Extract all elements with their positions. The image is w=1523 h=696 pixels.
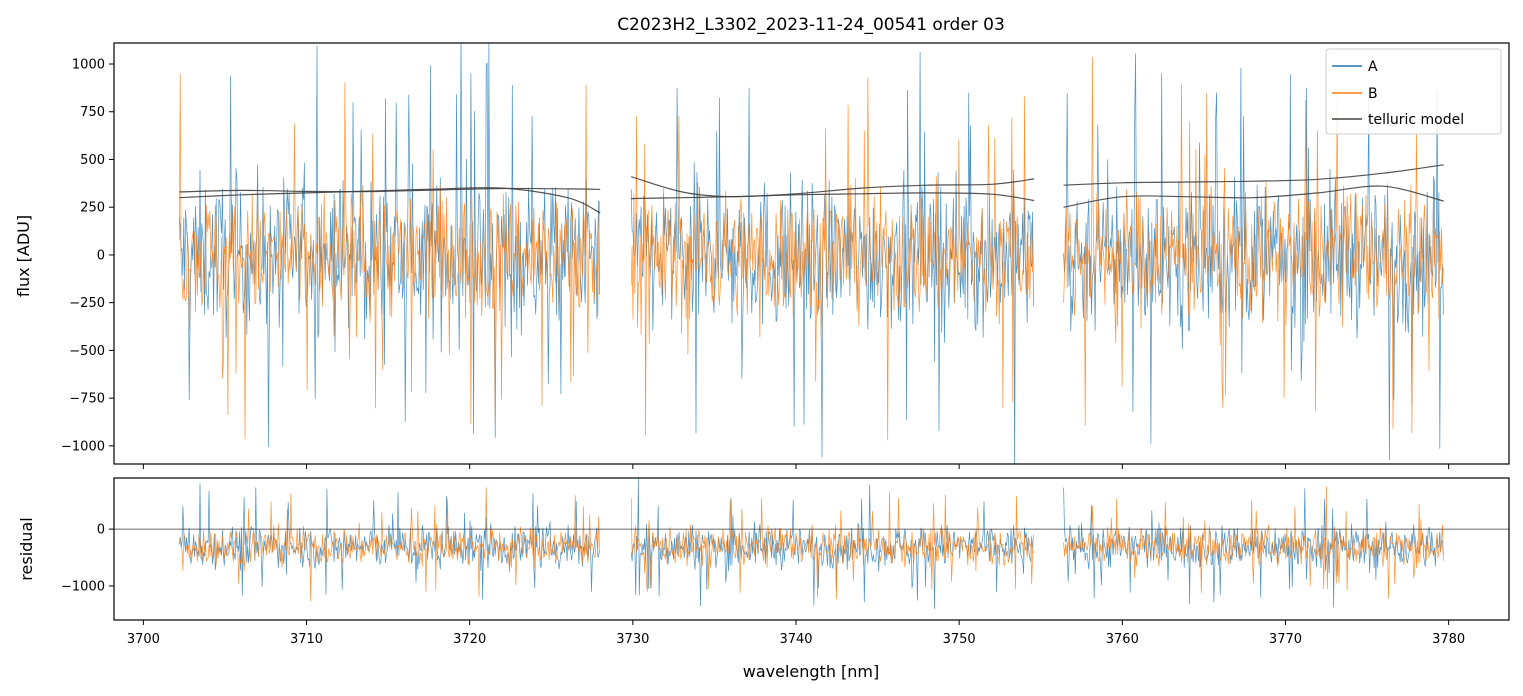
main-y-tick-label: 250 xyxy=(80,201,105,216)
residual-y-tick-label: −1000 xyxy=(61,579,105,594)
legend-label-b: B xyxy=(1368,86,1378,102)
residual-y-axis: −1000 0 xyxy=(61,523,114,594)
residual-y-tick-label: 0 xyxy=(97,523,105,538)
main-y-tick-label: 1000 xyxy=(72,58,105,73)
legend-label-a: A xyxy=(1368,59,1378,75)
residual-x-tick-label: 3700 xyxy=(127,632,160,647)
residual-plot-area xyxy=(114,478,1509,609)
residual-x-tick-label: 3750 xyxy=(943,632,976,647)
telluric-model-curve-4 xyxy=(631,192,1035,202)
residual-x-tick-label: 3740 xyxy=(779,632,812,647)
main-y-tick-label: 0 xyxy=(97,248,105,263)
legend-label-telluric: telluric model xyxy=(1368,112,1464,128)
main-y-tick-label: 500 xyxy=(80,153,105,168)
chart-title: C2023H2_L3302_2023-11-24_00541 order 03 xyxy=(617,15,1005,35)
telluric-model-curve-5 xyxy=(1063,164,1444,186)
residual-series-a-segment-1 xyxy=(178,483,600,600)
residual-x-tick-label: 3720 xyxy=(453,632,486,647)
residual-x-tick-label: 3760 xyxy=(1106,632,1139,647)
telluric-model-curve-3 xyxy=(631,176,1035,198)
main-y-tick-label: −1000 xyxy=(61,439,105,454)
main-series-a-segment-3 xyxy=(1063,53,1444,460)
telluric-model-curve-6 xyxy=(1063,185,1444,208)
residual-series-b-segment-2 xyxy=(630,491,1034,600)
main-series-b-segment-2 xyxy=(630,77,1034,441)
telluric-model-curve-2 xyxy=(179,187,601,193)
main-series-a-segment-1 xyxy=(178,43,600,448)
main-y-tick-label: 750 xyxy=(80,105,105,120)
residual-series-b-segment-1 xyxy=(179,487,600,602)
residual-x-tick-label: 3770 xyxy=(1269,632,1302,647)
main-series-b-segment-1 xyxy=(178,73,600,440)
main-axes-frame xyxy=(113,42,1510,465)
main-plot-area xyxy=(178,43,1444,464)
residual-axes-frame xyxy=(113,477,1510,621)
main-x-axis xyxy=(142,464,1450,469)
telluric-model-curve-1 xyxy=(179,187,601,214)
main-series-b-segment-3 xyxy=(1063,57,1444,434)
residual-x-axis: 3700 3710 3720 3730 3740 3750 3760 3770 3780 xyxy=(127,620,1465,647)
residual-series-b-segment-3 xyxy=(1063,486,1444,599)
residual-y-axis-label: residual xyxy=(17,517,36,580)
main-y-tick-label: −500 xyxy=(69,344,105,359)
x-axis-label: wavelength [nm] xyxy=(743,662,880,681)
residual-x-tick-label: 3710 xyxy=(290,632,323,647)
main-y-tick-label: −750 xyxy=(69,392,105,407)
main-y-axis-label: flux [ADU] xyxy=(14,215,33,297)
main-y-axis: −1000 −750 −500 −250 0 250 500 750 1000 xyxy=(61,58,114,454)
legend: A B telluric model xyxy=(1325,48,1502,135)
residual-x-tick-label: 3780 xyxy=(1432,632,1465,647)
main-y-tick-label: −250 xyxy=(69,296,105,311)
residual-x-tick-label: 3730 xyxy=(616,632,649,647)
